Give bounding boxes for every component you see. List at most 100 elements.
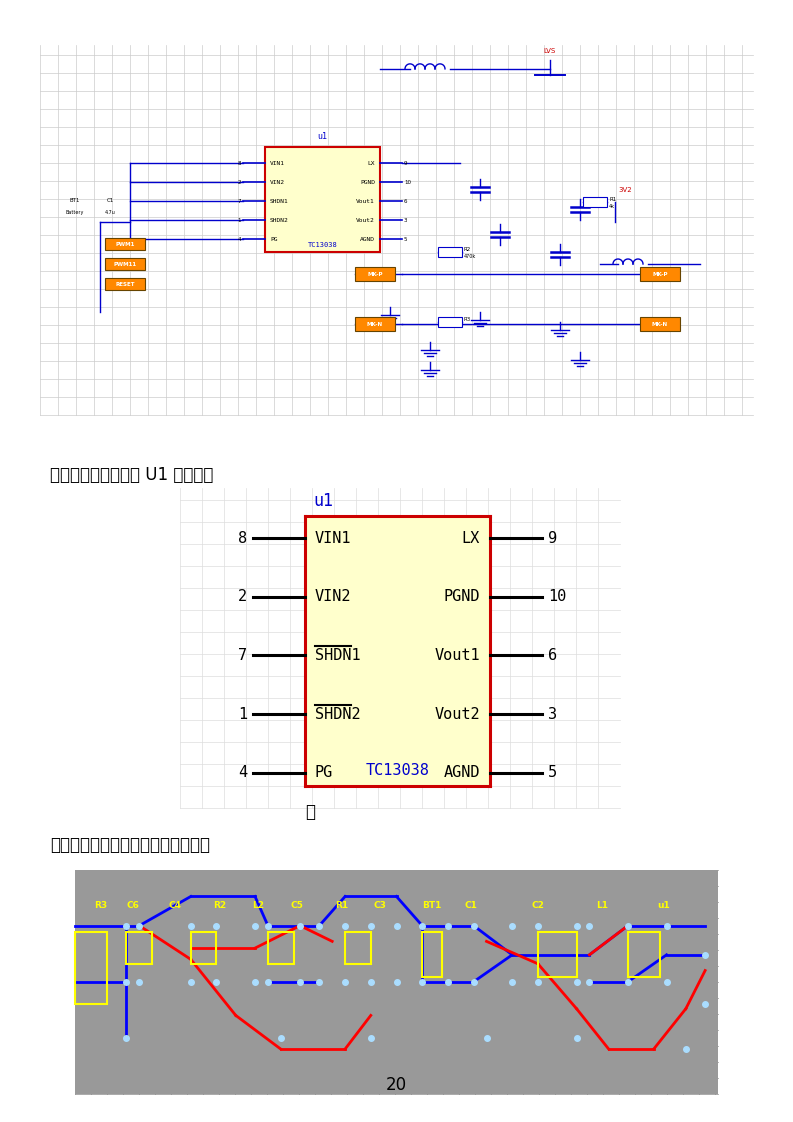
Text: MK-N: MK-N — [367, 322, 383, 327]
Bar — [265, 147, 380, 252]
Text: SHDN2: SHDN2 — [315, 707, 361, 721]
Text: 470k: 470k — [464, 254, 477, 258]
Text: Vout2: Vout2 — [435, 707, 480, 721]
Text: 6: 6 — [404, 199, 408, 203]
Text: PG: PG — [270, 237, 278, 241]
Text: Vout1: Vout1 — [435, 649, 480, 663]
Bar — [355, 267, 395, 280]
Bar — [105, 278, 145, 289]
Text: AGND: AGND — [443, 765, 480, 780]
Text: C5: C5 — [290, 901, 303, 910]
Bar — [40, 45, 753, 415]
Bar — [640, 267, 680, 280]
Text: 8: 8 — [238, 531, 247, 545]
Text: PGND: PGND — [443, 589, 480, 605]
Bar — [305, 516, 490, 785]
Bar — [105, 258, 145, 270]
Text: MK-N: MK-N — [652, 322, 668, 327]
Bar — [438, 247, 462, 257]
Text: SHDN1: SHDN1 — [315, 649, 361, 663]
Text: 3: 3 — [404, 218, 408, 222]
Text: L2: L2 — [252, 901, 264, 910]
Text: 2: 2 — [237, 180, 241, 184]
Text: PG: PG — [315, 765, 333, 780]
Text: C3: C3 — [374, 901, 387, 910]
Text: PGND: PGND — [360, 180, 375, 184]
Text: 3: 3 — [548, 707, 557, 721]
Text: TC13038: TC13038 — [366, 763, 430, 778]
Text: 4k: 4k — [609, 203, 615, 209]
Text: MK-P: MK-P — [653, 272, 668, 276]
Text: R1: R1 — [335, 901, 348, 910]
Text: Vout1: Vout1 — [356, 199, 375, 203]
Text: L1: L1 — [596, 901, 608, 910]
Bar — [438, 318, 462, 327]
Text: 4: 4 — [238, 765, 247, 780]
Text: 20: 20 — [385, 1076, 407, 1094]
Text: 4: 4 — [237, 237, 241, 241]
Text: 6: 6 — [548, 649, 557, 663]
Text: R2: R2 — [464, 247, 471, 251]
Text: 1: 1 — [238, 707, 247, 721]
Bar — [422, 932, 442, 977]
Text: BT1: BT1 — [422, 901, 442, 910]
Text: LX: LX — [462, 531, 480, 545]
Text: MK-P: MK-P — [367, 272, 383, 276]
Text: BT1: BT1 — [70, 197, 80, 203]
Text: VIN1: VIN1 — [270, 160, 285, 166]
Bar — [75, 932, 107, 1004]
Text: C1: C1 — [464, 901, 477, 910]
Text: LVS: LVS — [544, 48, 556, 54]
Text: 蓝牙耳机电路图的自动布线电路图：: 蓝牙耳机电路图的自动布线电路图： — [50, 836, 210, 854]
Text: 3V2: 3V2 — [618, 187, 632, 193]
Text: 7: 7 — [238, 649, 247, 663]
Text: 5: 5 — [404, 237, 408, 241]
Text: RESET: RESET — [115, 282, 135, 286]
Bar — [75, 870, 718, 1094]
Bar — [640, 318, 680, 331]
Text: R1: R1 — [609, 196, 616, 202]
Bar — [191, 932, 216, 964]
Text: R3: R3 — [94, 901, 107, 910]
Text: 蓝牙耳机电路图元件 U1 的设计：: 蓝牙耳机电路图元件 U1 的设计： — [50, 466, 213, 484]
Text: 8: 8 — [237, 160, 241, 166]
Text: PWM11: PWM11 — [113, 261, 136, 267]
Text: 2: 2 — [238, 589, 247, 605]
Text: VIN2: VIN2 — [315, 589, 351, 605]
Bar — [345, 932, 371, 964]
Text: C2: C2 — [531, 901, 545, 910]
Text: C6: C6 — [126, 901, 140, 910]
Bar — [355, 318, 395, 331]
Text: u1: u1 — [657, 901, 670, 910]
Bar — [538, 932, 577, 977]
Text: VIN2: VIN2 — [270, 180, 285, 184]
Text: ；: ； — [305, 803, 315, 821]
Text: 9: 9 — [548, 531, 557, 545]
Text: R2: R2 — [213, 901, 226, 910]
Text: PWM1: PWM1 — [115, 241, 135, 247]
Text: LX: LX — [367, 160, 375, 166]
Bar — [268, 932, 293, 964]
Text: TC13038: TC13038 — [308, 242, 337, 248]
Text: 5: 5 — [548, 765, 557, 780]
Text: R3: R3 — [464, 316, 471, 322]
Text: u1: u1 — [313, 493, 333, 511]
Text: Vout2: Vout2 — [356, 218, 375, 222]
Text: 4.7u: 4.7u — [105, 210, 116, 215]
Bar — [126, 932, 152, 964]
Text: 10: 10 — [548, 589, 566, 605]
Text: C4: C4 — [168, 901, 181, 910]
Text: SHDN1: SHDN1 — [270, 199, 289, 203]
Text: 1: 1 — [237, 218, 241, 222]
Text: 7: 7 — [237, 199, 241, 203]
Text: AGND: AGND — [360, 237, 375, 241]
Text: SHDN2: SHDN2 — [270, 218, 289, 222]
Text: VIN1: VIN1 — [315, 531, 351, 545]
Text: Battery: Battery — [66, 210, 84, 215]
Text: C1: C1 — [106, 197, 113, 203]
Bar — [628, 932, 660, 977]
Bar — [105, 238, 145, 250]
Text: u1: u1 — [317, 132, 328, 141]
Text: 9: 9 — [404, 160, 408, 166]
Bar — [583, 197, 607, 206]
